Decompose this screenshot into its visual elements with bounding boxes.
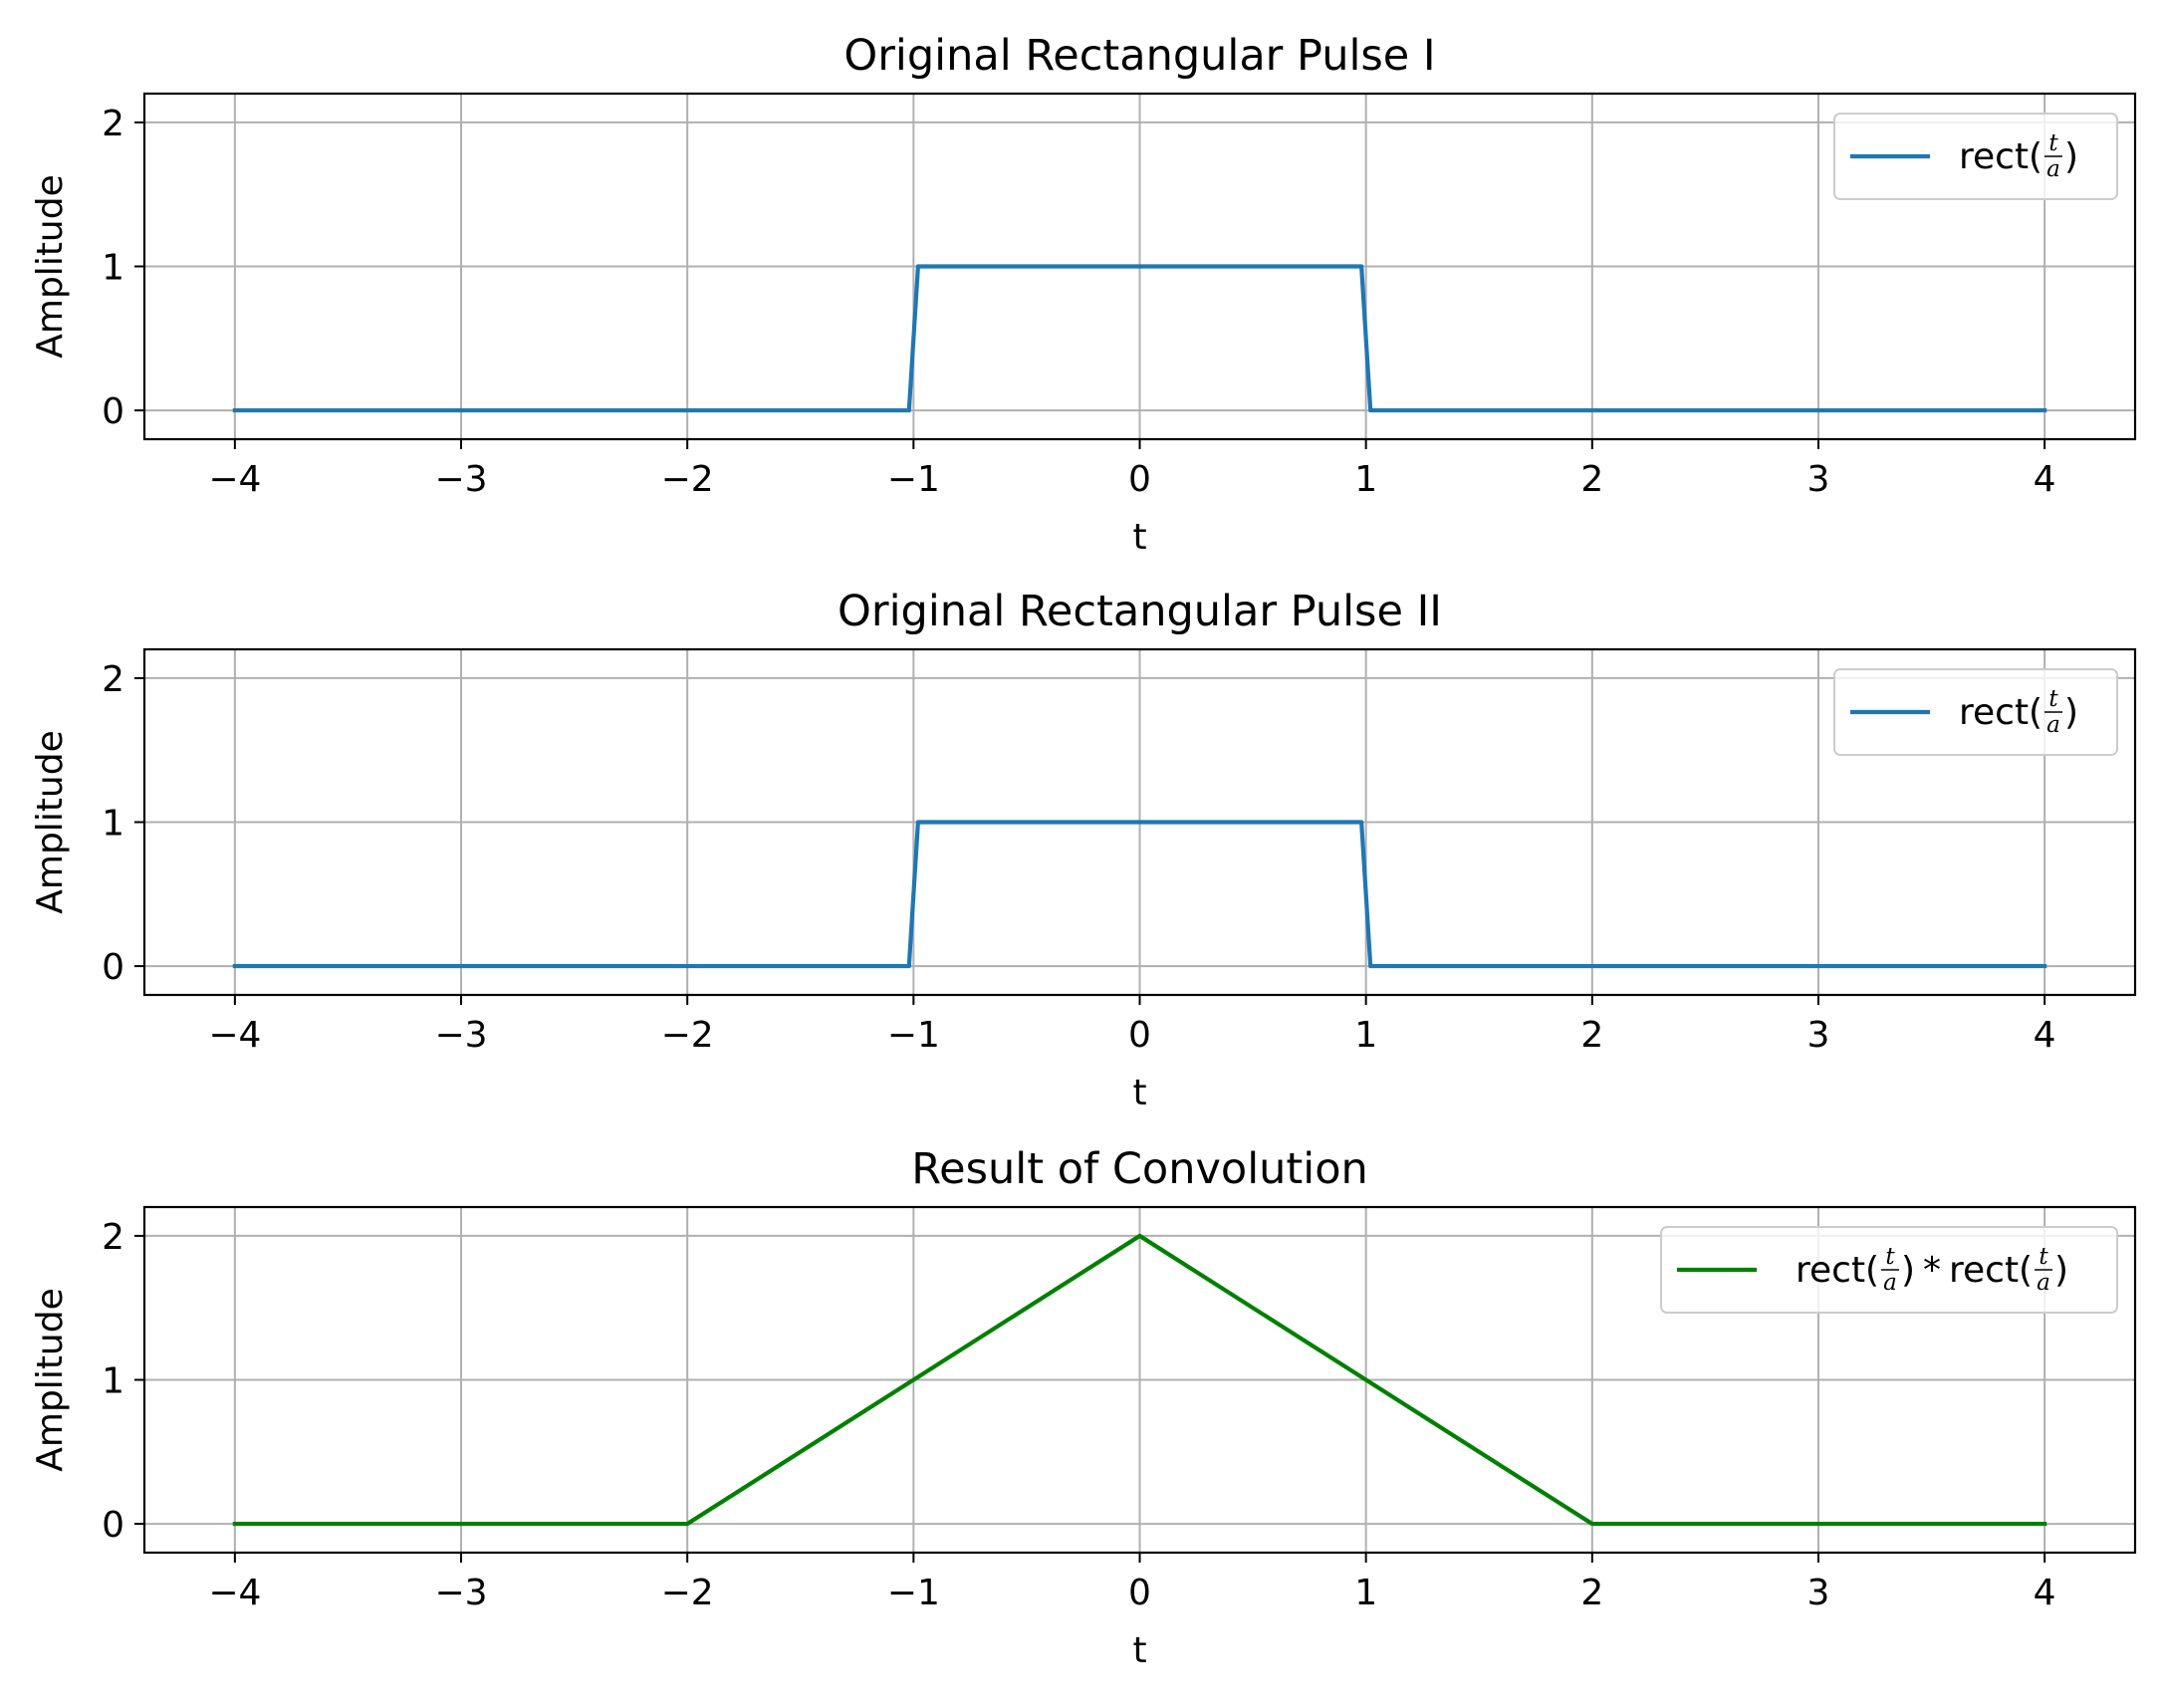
- legend-label-paren-close: ): [2064, 692, 2078, 733]
- x-tick-label: −4: [208, 1573, 261, 1613]
- x-tick-label: 4: [2034, 459, 2056, 500]
- series-line-1: [232, 264, 2047, 413]
- x-axis-label: t: [1132, 1630, 1146, 1671]
- x-tick-label: −4: [208, 459, 261, 500]
- x-tick-label: 0: [1128, 1573, 1151, 1613]
- x-tick-label: 2: [1580, 459, 1603, 500]
- y-axis-label: Amplitude: [30, 730, 71, 913]
- y-tick-label: 0: [102, 391, 124, 432]
- x-tick-label: −2: [661, 1573, 714, 1613]
- y-tick-label: 0: [102, 1505, 124, 1546]
- subplot-1: −4 −3 −2 −1 0 1 2 3 4 0 1 2 Original Rectangular Pul…: [30, 31, 2137, 558]
- legend-label-denominator: a: [2046, 712, 2060, 738]
- x-tick-label: 0: [1128, 1015, 1151, 1056]
- x-tick-label: 1: [1354, 459, 1377, 500]
- legend-label-paren-open: (: [2029, 136, 2042, 177]
- x-tick-label: 0: [1128, 459, 1151, 500]
- legend: rect(ta): [1833, 113, 2118, 200]
- legend-label-rect: rect: [1959, 136, 2029, 177]
- x-tick-label: −4: [208, 1015, 261, 1056]
- legend-label-paren-open: (: [2019, 1250, 2033, 1291]
- y-tick-label: 1: [102, 804, 124, 845]
- legend-label-denominator: a: [2037, 1270, 2050, 1296]
- legend: rect(ta) * rect(ta): [1660, 1226, 2118, 1314]
- series-line-1: [232, 820, 2047, 969]
- legend-box: [1833, 113, 2118, 200]
- y-tick-label: 2: [102, 659, 124, 700]
- legend-label-numerator: t: [1885, 1244, 1895, 1270]
- legend-box: [1833, 668, 2118, 756]
- x-tick-label: 1: [1354, 1015, 1377, 1056]
- y-tick-label: 2: [102, 104, 124, 144]
- y-axis-label: Amplitude: [30, 174, 71, 358]
- legend: rect(ta): [1833, 668, 2118, 756]
- legend-label-paren-close: ): [2064, 136, 2078, 177]
- subplot-2: −4 −3 −2 −1 0 1 2 3 4 0 1 2 Original Rectangular Pul…: [30, 587, 2137, 1113]
- legend-label-numerator: t: [2048, 686, 2058, 712]
- y-tick-label: 0: [102, 947, 124, 988]
- x-tick-label: 4: [2034, 1573, 2056, 1613]
- x-tick-label: 1: [1354, 1573, 1377, 1613]
- subplot-3: −4 −3 −2 −1 0 1 2 3 4 0 1 2 Result of Convolution t Am…: [30, 1144, 2137, 1671]
- x-tick-label: 3: [1807, 1573, 1830, 1613]
- y-tick-label: 2: [102, 1217, 124, 1258]
- chart-title: Result of Convolution: [911, 1144, 1368, 1194]
- x-tick-label: −2: [661, 459, 714, 500]
- x-axis-label: t: [1132, 517, 1146, 558]
- legend-label-denominator: a: [1883, 1270, 1897, 1296]
- legend-label-operator: *: [1923, 1250, 1941, 1291]
- x-tick-label: −3: [434, 459, 487, 500]
- x-tick-label: −1: [887, 1015, 940, 1056]
- legend-label-denominator: a: [2046, 156, 2060, 182]
- legend-label-rect: rect: [1959, 692, 2029, 733]
- x-tick-label: 3: [1807, 459, 1830, 500]
- x-tick-label: −3: [434, 1573, 487, 1613]
- legend-label-paren-close: ): [1901, 1250, 1915, 1291]
- chart-title: Original Rectangular Pulse II: [838, 587, 1442, 636]
- x-tick-label: 4: [2034, 1015, 2056, 1056]
- legend-label-paren-open: (: [2029, 692, 2042, 733]
- legend-label-rect: rect: [1949, 1250, 2019, 1291]
- x-tick-label: −1: [887, 1573, 940, 1613]
- y-axis-label: Amplitude: [30, 1288, 71, 1471]
- x-axis-label: t: [1132, 1073, 1146, 1113]
- legend-label-numerator: t: [2039, 1244, 2048, 1270]
- x-tick-label: −3: [434, 1015, 487, 1056]
- x-tick-label: −1: [887, 459, 940, 500]
- legend-label-paren-open: (: [1865, 1250, 1879, 1291]
- y-tick-label: 1: [102, 1361, 124, 1402]
- x-tick-label: 2: [1580, 1573, 1603, 1613]
- x-tick-label: 2: [1580, 1015, 1603, 1056]
- x-tick-label: −2: [661, 1015, 714, 1056]
- x-tick-label: 3: [1807, 1015, 1830, 1056]
- chart-title: Original Rectangular Pulse I: [843, 31, 1435, 81]
- series-line-1: [232, 1233, 2047, 1527]
- legend-label-paren-close: ): [2054, 1250, 2068, 1291]
- legend-label-rect: rect: [1796, 1250, 1865, 1291]
- legend-label-numerator: t: [2048, 130, 2058, 156]
- y-tick-label: 1: [102, 248, 124, 289]
